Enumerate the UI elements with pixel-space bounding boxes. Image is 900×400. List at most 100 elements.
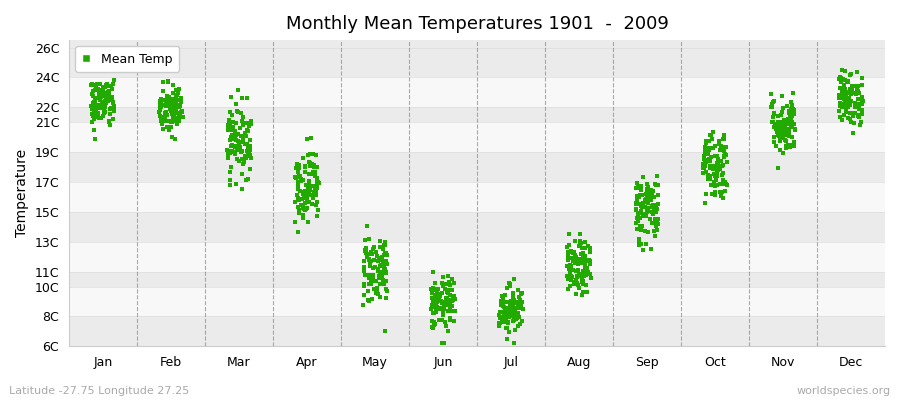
Point <box>169 94 184 100</box>
Point <box>514 291 528 298</box>
Point <box>716 162 731 168</box>
Point <box>374 262 388 269</box>
Point <box>88 100 103 106</box>
Point <box>850 113 865 120</box>
Point <box>356 302 371 308</box>
Point <box>832 76 846 82</box>
Point <box>224 148 238 154</box>
Point <box>629 215 643 221</box>
Point <box>638 197 652 203</box>
Point <box>774 122 788 128</box>
Point <box>158 115 173 121</box>
Point <box>641 184 655 191</box>
Point <box>156 126 170 132</box>
Point <box>244 118 258 124</box>
Point <box>428 304 443 311</box>
Point <box>783 110 797 117</box>
Point <box>499 325 513 331</box>
Point <box>579 258 593 264</box>
Point <box>648 216 662 222</box>
Point <box>301 196 315 202</box>
Point <box>222 118 237 125</box>
Point <box>93 92 107 98</box>
Point <box>310 198 324 205</box>
Point <box>90 112 104 118</box>
Point <box>155 121 169 127</box>
Point <box>838 68 852 74</box>
Point <box>85 106 99 112</box>
Point <box>154 99 168 105</box>
Point <box>447 296 462 302</box>
Point <box>717 179 732 186</box>
Point <box>841 115 855 121</box>
Point <box>769 126 783 132</box>
Point <box>237 133 251 139</box>
Point <box>378 266 392 272</box>
Point <box>507 312 521 319</box>
Point <box>433 305 447 311</box>
Point <box>706 144 721 151</box>
Point <box>633 201 647 208</box>
Point <box>426 302 440 308</box>
Point <box>428 279 443 286</box>
Point <box>710 160 724 167</box>
Point <box>840 90 854 96</box>
Point <box>628 206 643 213</box>
Point <box>505 302 519 308</box>
Point <box>374 257 388 263</box>
Point <box>104 111 118 118</box>
Point <box>639 196 653 203</box>
Point <box>166 99 181 105</box>
Point <box>764 104 778 110</box>
Point <box>649 202 663 208</box>
Point <box>297 164 311 170</box>
Point <box>634 207 648 214</box>
Point <box>292 178 306 185</box>
Point <box>427 310 441 316</box>
Point <box>363 259 377 265</box>
Point <box>166 109 180 115</box>
Point <box>310 207 325 214</box>
Point <box>374 256 389 262</box>
Point <box>302 150 317 157</box>
Point <box>223 123 238 130</box>
Point <box>778 124 792 130</box>
Point <box>166 111 181 117</box>
Point <box>226 119 240 125</box>
Point <box>631 184 645 190</box>
Point <box>509 299 524 306</box>
Point <box>702 174 716 180</box>
Point <box>442 287 456 293</box>
Point <box>845 83 859 89</box>
Bar <box>69 272 885 286</box>
Point <box>172 86 186 92</box>
Point <box>367 257 382 264</box>
Point <box>711 167 725 173</box>
Point <box>772 122 787 128</box>
Point <box>105 99 120 106</box>
Point <box>832 95 847 101</box>
Point <box>566 250 580 256</box>
Point <box>433 306 447 312</box>
Point <box>855 101 869 108</box>
Point <box>167 116 182 123</box>
Point <box>787 107 801 114</box>
Point <box>499 318 513 324</box>
Point <box>101 83 115 90</box>
Point <box>373 280 387 287</box>
Point <box>363 259 377 266</box>
Point <box>305 161 320 168</box>
Point <box>436 310 450 317</box>
Point <box>560 263 574 269</box>
Point <box>361 256 375 263</box>
Point <box>498 305 512 311</box>
Point <box>840 95 854 102</box>
Point <box>368 290 382 296</box>
Point <box>764 91 778 97</box>
Point <box>769 143 783 150</box>
Point <box>297 199 311 206</box>
Point <box>231 157 246 164</box>
Point <box>579 257 593 263</box>
Point <box>224 134 238 140</box>
Point <box>630 196 644 202</box>
